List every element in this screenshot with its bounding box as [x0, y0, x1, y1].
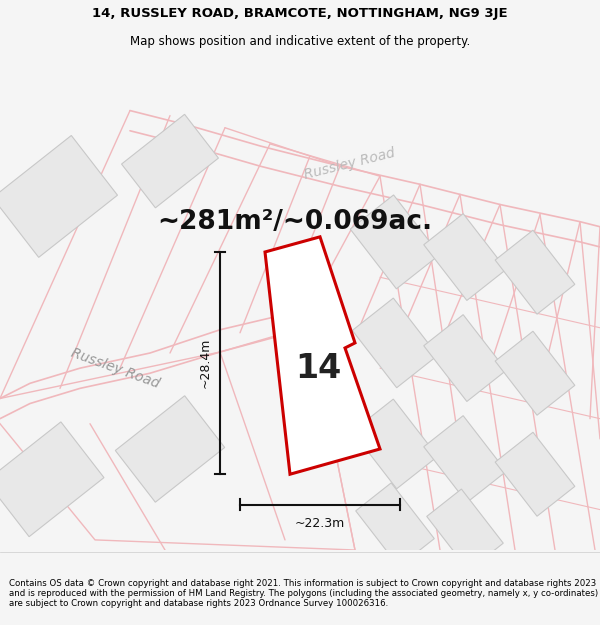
Polygon shape: [115, 396, 224, 502]
Polygon shape: [495, 230, 575, 314]
Text: Contains OS data © Crown copyright and database right 2021. This information is : Contains OS data © Crown copyright and d…: [9, 579, 598, 608]
Text: ~22.3m: ~22.3m: [295, 517, 345, 529]
Polygon shape: [352, 298, 437, 388]
Polygon shape: [0, 136, 118, 258]
Polygon shape: [265, 237, 380, 474]
Polygon shape: [495, 432, 575, 516]
Polygon shape: [356, 483, 434, 567]
Polygon shape: [424, 416, 506, 502]
Text: ~281m²/~0.069ac.: ~281m²/~0.069ac.: [157, 209, 433, 234]
Polygon shape: [350, 195, 440, 289]
Polygon shape: [427, 489, 503, 571]
Polygon shape: [495, 331, 575, 415]
Polygon shape: [424, 214, 506, 301]
Text: Russley Road: Russley Road: [69, 346, 161, 391]
Text: ~28.4m: ~28.4m: [199, 338, 212, 388]
Text: Russley Road: Russley Road: [303, 146, 397, 182]
Polygon shape: [122, 114, 218, 208]
Text: Map shows position and indicative extent of the property.: Map shows position and indicative extent…: [130, 35, 470, 48]
Polygon shape: [0, 422, 104, 537]
Text: 14: 14: [295, 352, 341, 384]
Polygon shape: [352, 399, 437, 489]
Polygon shape: [424, 314, 506, 401]
Text: 14, RUSSLEY ROAD, BRAMCOTE, NOTTINGHAM, NG9 3JE: 14, RUSSLEY ROAD, BRAMCOTE, NOTTINGHAM, …: [92, 8, 508, 20]
